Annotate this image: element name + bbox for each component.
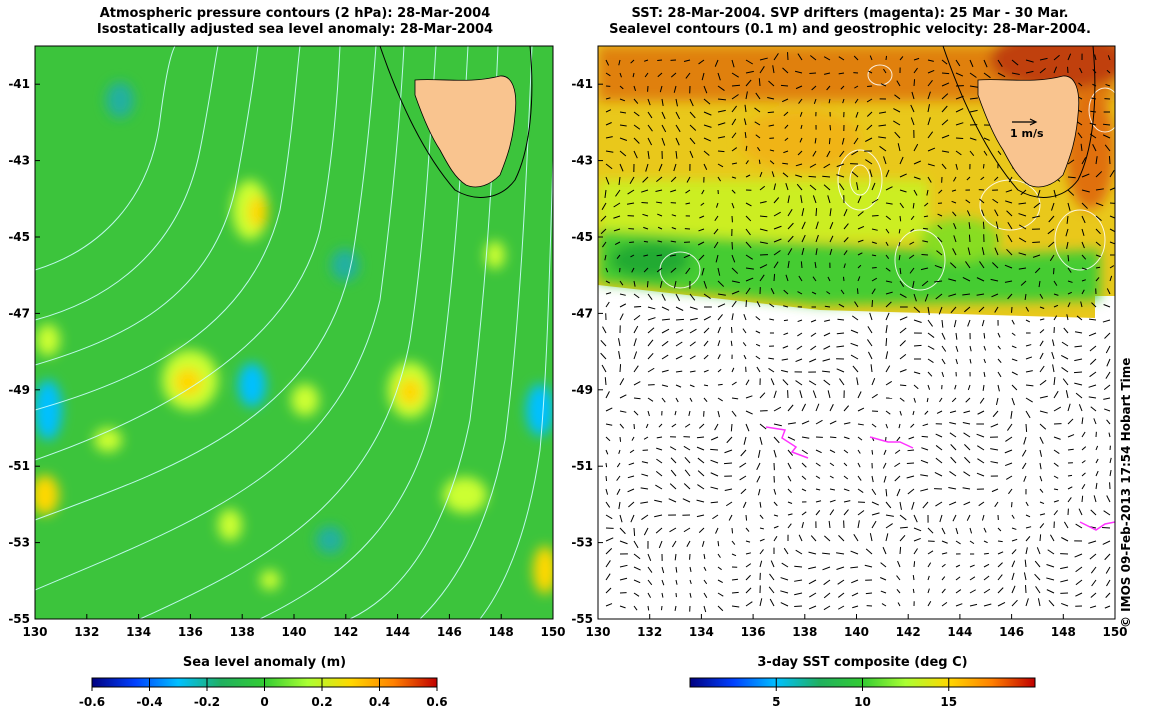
sst-colorbar-tick-label: 10 (854, 695, 871, 709)
sst-x-tick-label: 136 (741, 625, 766, 639)
right-title-line2: Sealevel contours (0.1 m) and geostrophi… (609, 22, 1091, 37)
sst-x-tick-label: 134 (689, 625, 714, 639)
sla-y-tick-label: -49 (8, 383, 30, 397)
sla-x-tick-label: 150 (540, 625, 565, 639)
sla-colorbar-tick-label: -0.2 (194, 695, 220, 709)
sst-colorbar-tick-label: 5 (772, 695, 780, 709)
sst-map-axes: 130 132 134 136 138 140 142 144 146 148 150 -41 -43 -… (571, 77, 1127, 639)
sst-colorbar-ticks: 5 10 15 (772, 678, 957, 709)
left-title-line1: Atmospheric pressure contours (2 hPa): 2… (99, 6, 491, 21)
sla-colorbar-ticks: -0.6 -0.4 -0.2 0 0.2 0.4 0.6 (79, 678, 448, 709)
shelf-contour-right (942, 46, 1096, 198)
sla-colorbar-tick-label: 0.6 (426, 695, 447, 709)
right-title: SST: 28-Mar-2004. SVP drifters (magenta)… (590, 6, 1110, 38)
sla-colorbar-label: Sea level anomaly (m) (182, 655, 347, 670)
sla-y-tick-label: -51 (8, 459, 30, 473)
sla-x-tick-label: 146 (437, 625, 462, 639)
sla-x-tick-label: 138 (230, 625, 255, 639)
sla-x-tick-label: 134 (126, 625, 151, 639)
velocity-scale: 1 m/s (1010, 118, 1044, 140)
sla-y-tick-label: -41 (8, 77, 30, 91)
left-title-line2: Isostatically adjusted sea level anomaly… (96, 22, 494, 37)
sst-x-tick-label: 146 (999, 625, 1024, 639)
sst-x-tick-label: 150 (1102, 625, 1127, 639)
sla-x-tick-label: 136 (178, 625, 203, 639)
sst-y-tick-label: -51 (571, 459, 593, 473)
right-title-line1: SST: 28-Mar-2004. SVP drifters (magenta)… (631, 6, 1069, 21)
sst-y-tick-label: -49 (571, 383, 593, 397)
sst-x-tick-label: 138 (792, 625, 817, 639)
sla-x-tick-label: 132 (74, 625, 99, 639)
sla-x-tick-label: 144 (385, 625, 410, 639)
credit-text: © IMOS 09-Feb-2013 17:54 Hobart Time (1119, 357, 1133, 628)
sla-colorbar-tick-label: -0.4 (136, 695, 162, 709)
sst-y-tick-label: -53 (571, 536, 593, 550)
sla-y-tick-label: -43 (8, 154, 30, 168)
sst-y-tick-label: -41 (571, 77, 593, 91)
geostrophic-velocity-vectors (600, 52, 1115, 613)
sealevel-contours (659, 64, 1115, 291)
sla-colorbar-tick-label: -0.6 (79, 695, 105, 709)
left-title: Atmospheric pressure contours (2 hPa): 2… (35, 6, 555, 38)
sla-y-tick-label: -47 (8, 306, 30, 320)
sla-y-tick-label: -45 (8, 230, 30, 244)
sla-colorbar-tick-label: 0.2 (311, 695, 332, 709)
sst-colorbar-label: 3-day SST composite (deg C) (757, 655, 968, 670)
sla-colorbar-tick-label: 0 (260, 695, 268, 709)
sst-y-tick-label: -43 (571, 154, 593, 168)
sla-colorbar-tick-label: 0.4 (369, 695, 390, 709)
sla-x-tick-label: 130 (22, 625, 47, 639)
sst-colorbar-tick-label: 15 (940, 695, 957, 709)
velocity-scale-label: 1 m/s (1010, 127, 1044, 140)
sst-map: 1 m/s (598, 46, 1115, 619)
sla-map (35, 46, 553, 619)
sla-y-tick-label: -53 (8, 536, 30, 550)
sla-y-tick-label: -55 (8, 612, 30, 626)
sla-anomaly-blobs (35, 82, 553, 594)
svp-drifter-tracks (765, 426, 1115, 531)
sla-map-axes: 130 132 134 136 138 140 142 144 146 148 150 -41 -43 -… (8, 77, 565, 639)
sst-x-tick-label: 132 (637, 625, 662, 639)
sst-x-tick-label: 144 (947, 625, 972, 639)
sst-y-tick-label: -55 (571, 612, 593, 626)
tasmania-land-right (977, 75, 1080, 188)
tasmania-land (414, 75, 517, 188)
sst-x-tick-label: 130 (585, 625, 610, 639)
sla-x-tick-label: 148 (489, 625, 514, 639)
sla-x-tick-label: 142 (333, 625, 358, 639)
sst-x-tick-label: 142 (896, 625, 921, 639)
sst-x-tick-label: 148 (1051, 625, 1076, 639)
sst-y-tick-label: -47 (571, 306, 593, 320)
shelf-contour (379, 46, 533, 198)
sla-x-tick-label: 140 (281, 625, 306, 639)
sst-y-tick-label: -45 (571, 230, 593, 244)
sst-x-tick-label: 140 (844, 625, 869, 639)
